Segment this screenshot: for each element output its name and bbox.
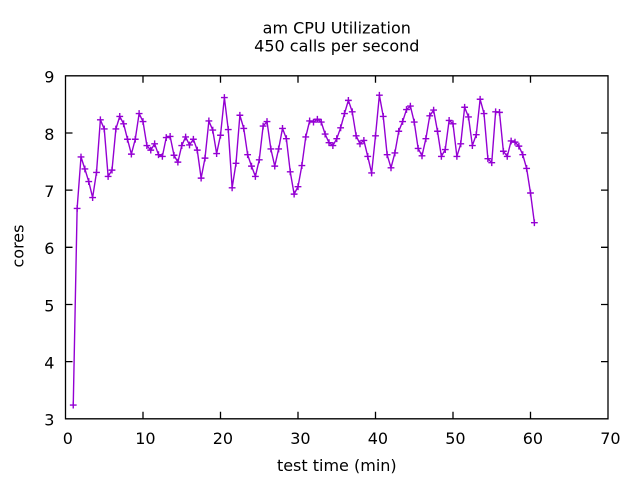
data-series (69, 91, 538, 409)
y-tick-label: 5 (44, 296, 54, 315)
x-tick-label: 40 (368, 429, 388, 448)
y-tick-label: 7 (44, 182, 54, 201)
x-tick-label: 70 (600, 429, 620, 448)
x-tick-label: 10 (135, 429, 155, 448)
y-tick-labels: 3 4 5 6 7 8 9 (44, 68, 54, 430)
x-tick-label: 30 (290, 429, 310, 448)
data-series-line (72, 94, 536, 406)
x-axis-label: test time (min) (277, 456, 397, 475)
y-tick-label: 9 (44, 68, 54, 87)
x-tick-label: 50 (445, 429, 465, 448)
data-series-markers (69, 91, 538, 409)
x-tick-label: 60 (523, 429, 543, 448)
y-tick-label: 4 (44, 353, 54, 372)
y-tick-label: 8 (44, 125, 54, 144)
y-tick-label: 6 (44, 239, 54, 258)
x-tick-label: 20 (213, 429, 233, 448)
chart-title: am CPU Utilization (263, 18, 411, 37)
plot-border-and-ticks (64, 75, 609, 420)
chart-subtitle: 450 calls per second (254, 36, 419, 55)
y-axis-label: cores (9, 225, 28, 268)
axes (64, 75, 609, 420)
x-tick-labels: 0 10 20 30 40 50 60 70 (63, 429, 621, 448)
x-tick-label: 0 (63, 429, 73, 448)
y-tick-label: 3 (44, 411, 54, 430)
